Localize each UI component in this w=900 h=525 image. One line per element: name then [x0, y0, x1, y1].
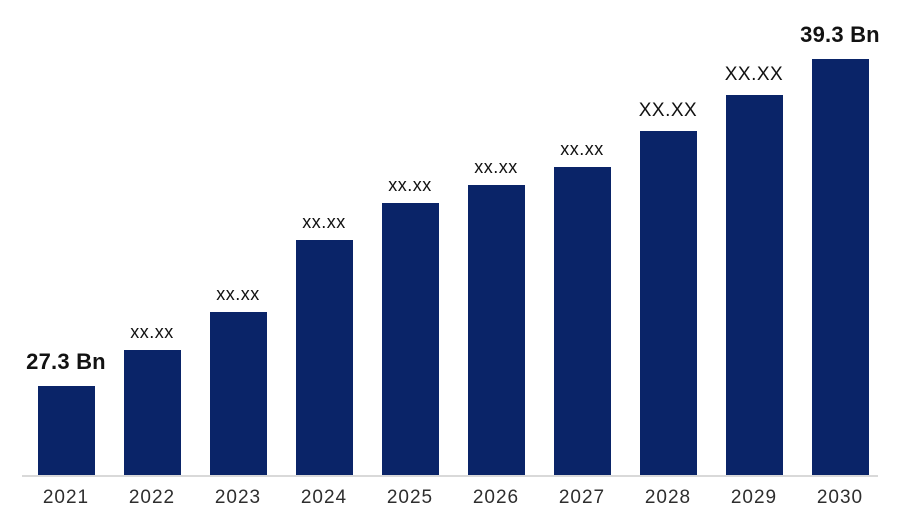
bar-2027: [553, 167, 611, 475]
x-axis-tick-label-2026: 2026: [472, 487, 520, 508]
bar-2025: [381, 203, 439, 475]
x-axis-tick-label-2025: 2025: [386, 487, 434, 508]
bar-value-label-2025: xx.xx: [388, 175, 432, 195]
bar-2023: [209, 312, 267, 475]
x-axis-line: [22, 475, 878, 477]
x-axis-tick-label-2022: 2022: [128, 487, 176, 508]
bar-2022: [123, 350, 181, 475]
x-axis-tick-label-2030: 2030: [816, 487, 864, 508]
bar-2029: [725, 95, 783, 475]
bar-2024: [295, 240, 353, 475]
x-axis-tick-label-2029: 2029: [730, 487, 778, 508]
x-axis-tick-label-2023: 2023: [214, 487, 262, 508]
x-axis-tick-label-2027: 2027: [558, 487, 606, 508]
bar-2030: [811, 59, 869, 475]
bar-value-label-2029: XX.XX: [724, 64, 784, 85]
bar-value-label-2028: XX.XX: [638, 100, 698, 121]
bar-value-label-2027: xx.xx: [560, 139, 604, 159]
bar-value-label-2021: 27.3 Bn: [26, 349, 106, 374]
bar-value-label-2030: 39.3 Bn: [800, 22, 880, 47]
bar-value-label-2023: xx.xx: [216, 284, 260, 304]
bar-value-label-2026: xx.xx: [474, 157, 518, 177]
x-axis-tick-label-2028: 2028: [644, 487, 692, 508]
bar-2021: [37, 386, 95, 475]
x-axis-tick-label-2024: 2024: [300, 487, 348, 508]
bar-value-label-2022: xx.xx: [130, 322, 174, 342]
bar-2028: [639, 131, 697, 475]
bar-2026: [467, 185, 525, 475]
x-axis-tick-label-2021: 2021: [42, 487, 90, 508]
bar-value-label-2024: xx.xx: [302, 212, 346, 232]
